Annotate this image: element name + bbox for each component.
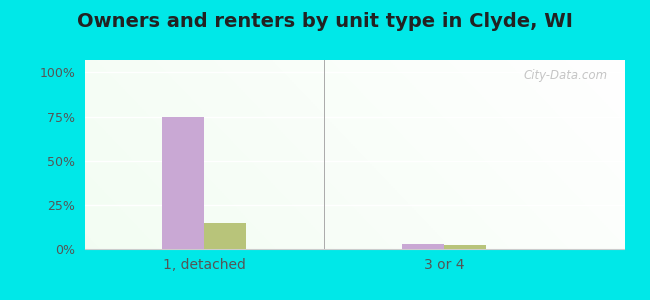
Bar	[444, 245, 486, 249]
Text: City-Data.com: City-Data.com	[524, 70, 608, 83]
Bar	[402, 244, 444, 249]
Text: Owners and renters by unit type in Clyde, WI: Owners and renters by unit type in Clyde…	[77, 12, 573, 31]
Bar	[162, 116, 204, 249]
Bar	[204, 223, 246, 249]
